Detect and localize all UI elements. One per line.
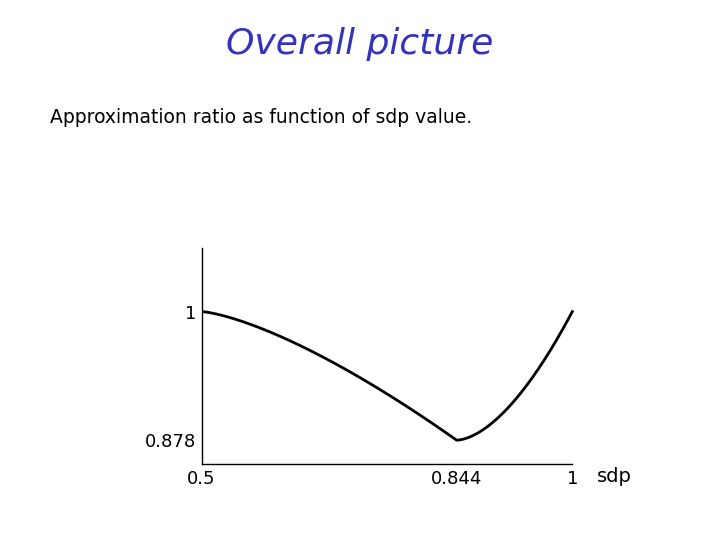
Text: sdp: sdp (598, 467, 632, 486)
Text: Overall picture: Overall picture (226, 27, 494, 61)
Text: Approximation ratio as function of sdp value.: Approximation ratio as function of sdp v… (50, 108, 472, 127)
